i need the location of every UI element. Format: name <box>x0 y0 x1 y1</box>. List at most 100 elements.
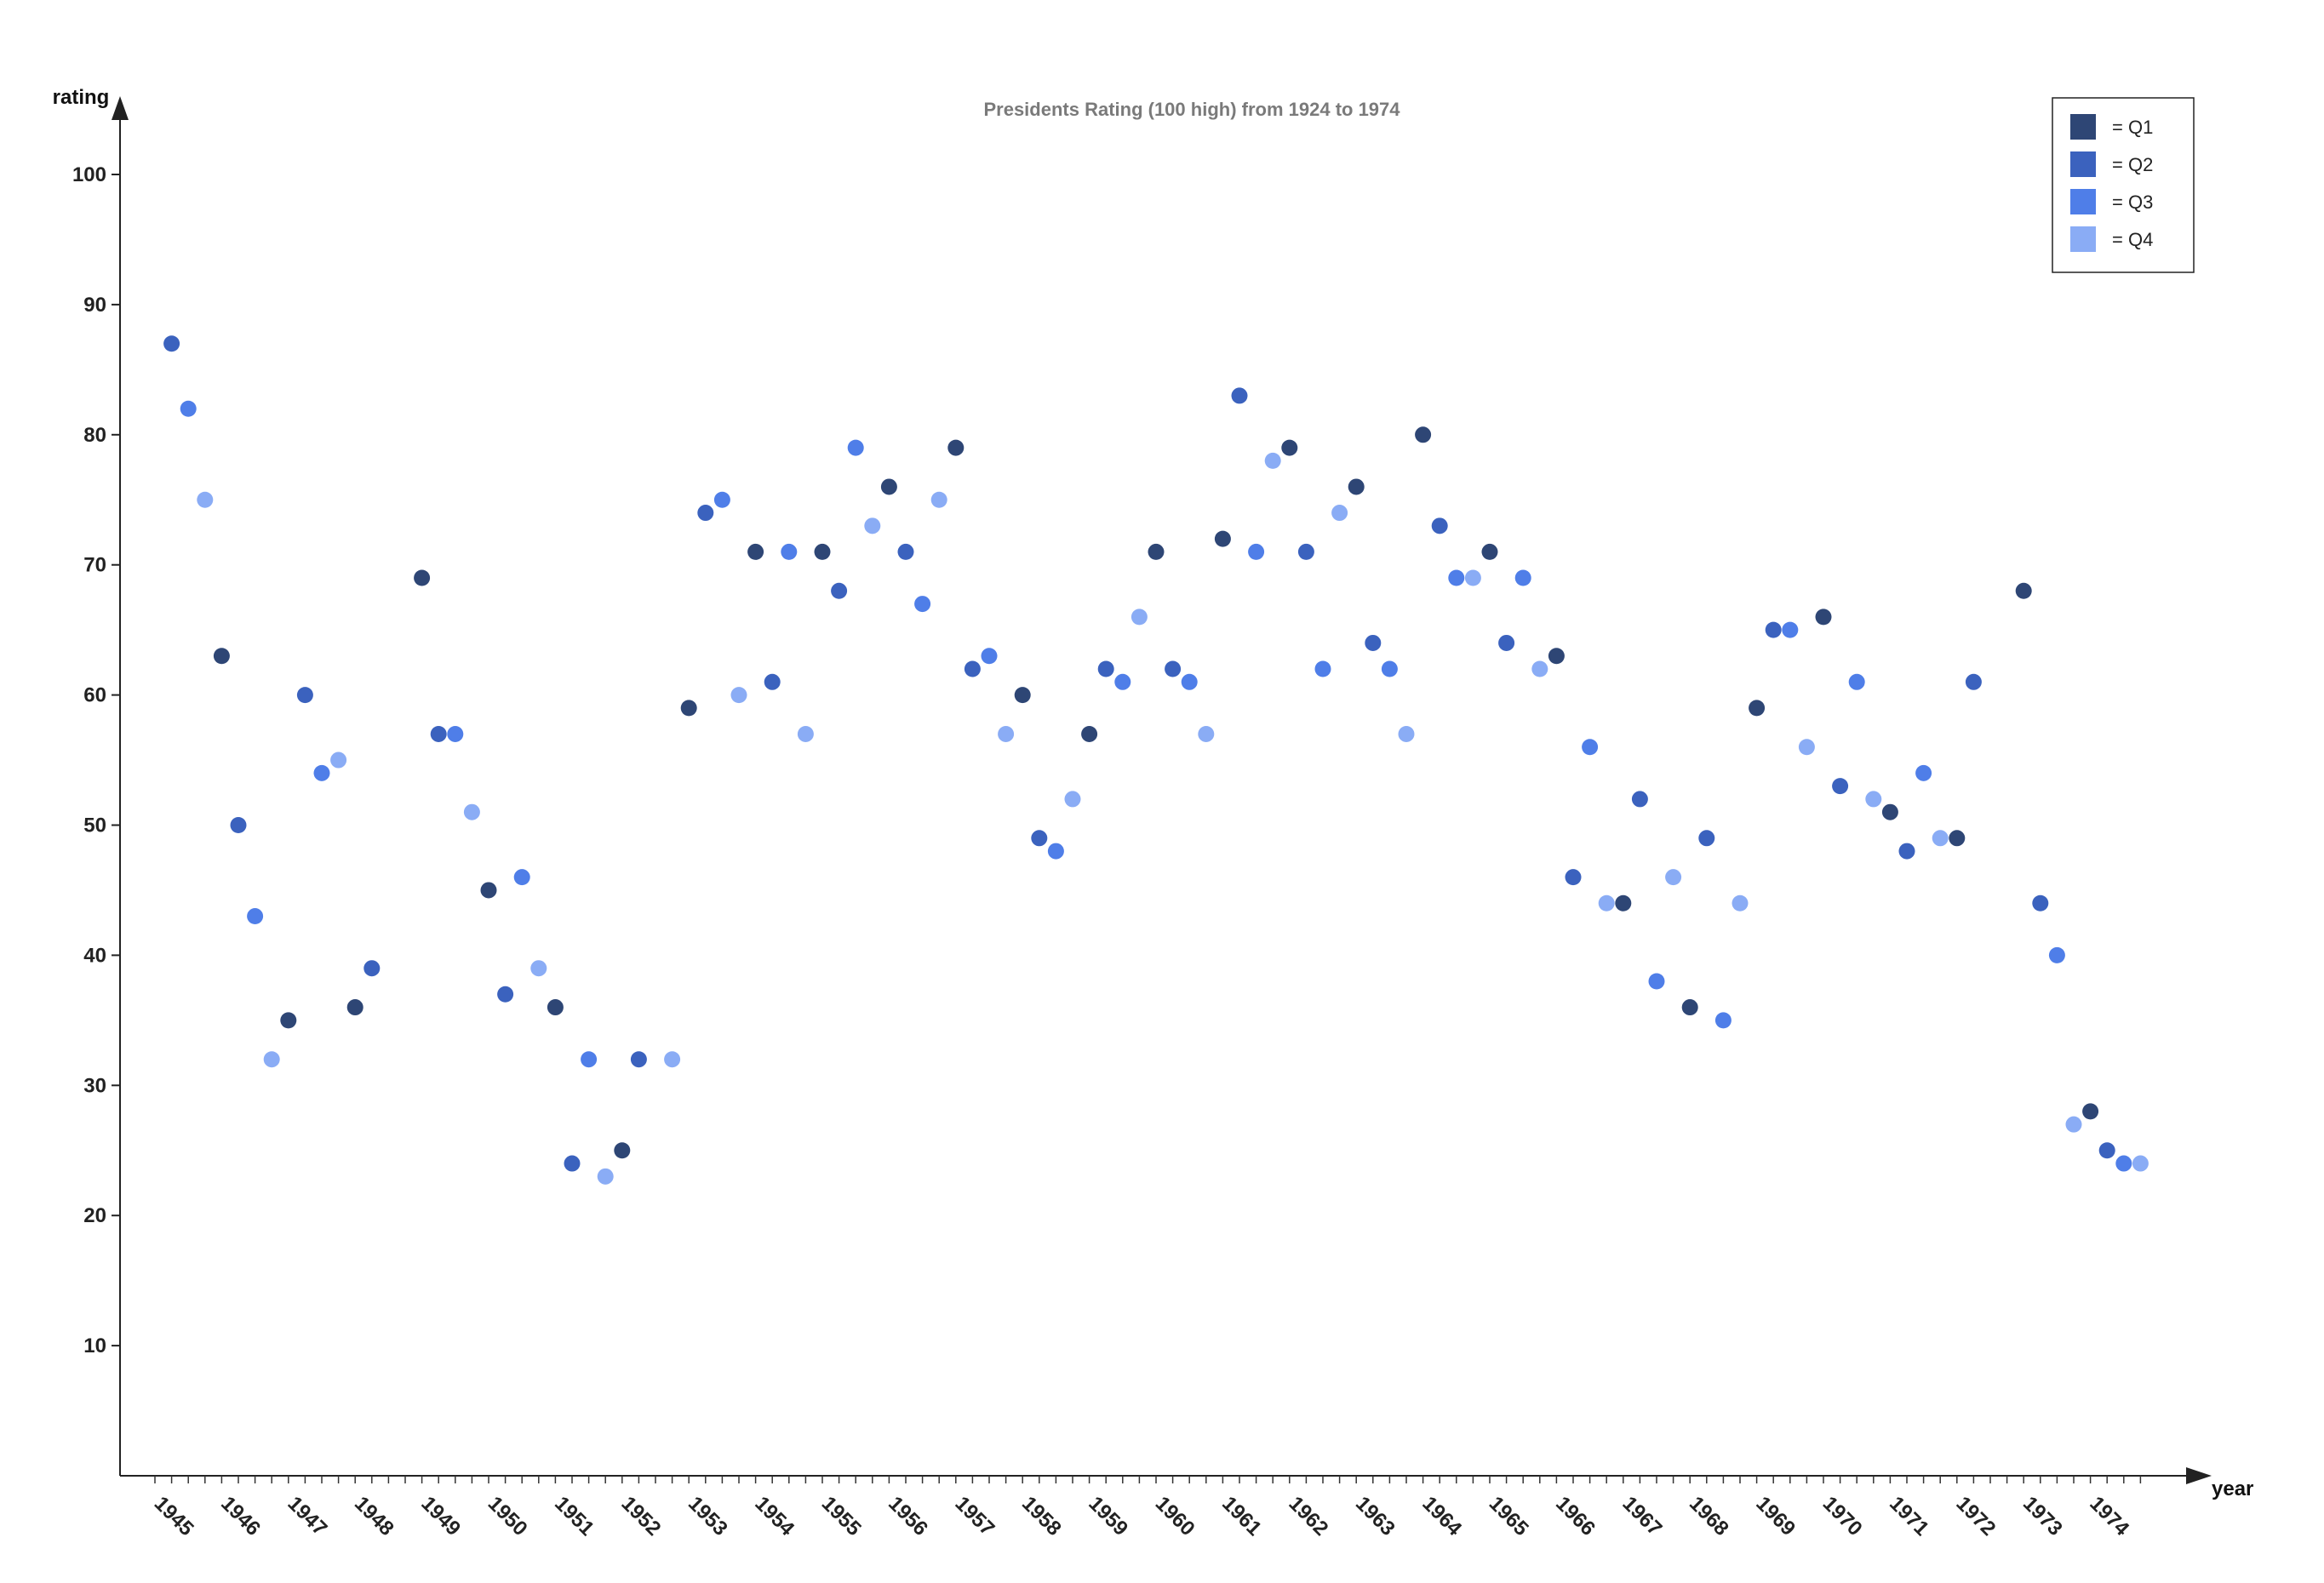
x-tick-label: 1973 <box>2018 1492 2067 1540</box>
data-point <box>564 1155 581 1172</box>
data-point <box>1898 843 1915 860</box>
y-tick-label: 90 <box>83 294 106 317</box>
data-point <box>2015 582 2032 599</box>
data-point <box>513 869 530 886</box>
x-tick-label: 1952 <box>617 1492 666 1540</box>
data-point <box>230 817 247 833</box>
data-point <box>1381 660 1398 677</box>
x-tick-label: 1958 <box>1017 1492 1066 1540</box>
data-point <box>1165 660 1182 677</box>
data-point <box>981 648 998 665</box>
data-point <box>447 725 464 742</box>
x-tick-label: 1945 <box>150 1492 198 1540</box>
data-point <box>1297 543 1314 560</box>
legend-swatch <box>2070 226 2096 252</box>
data-point <box>880 478 897 495</box>
data-point <box>414 569 431 586</box>
data-point <box>1631 791 1648 808</box>
chart-title: Presidents Rating (100 high) from 1924 t… <box>983 99 1400 120</box>
x-tick-label: 1955 <box>817 1492 866 1540</box>
x-tick-label: 1974 <box>2085 1492 2133 1540</box>
data-point <box>998 725 1015 742</box>
data-point <box>1464 569 1481 586</box>
x-tick-label: 1964 <box>1417 1492 1466 1540</box>
data-point <box>1498 634 1515 651</box>
data-point <box>1431 517 1448 534</box>
data-point <box>263 1051 280 1068</box>
data-point <box>1214 530 1231 547</box>
data-point <box>1531 660 1548 677</box>
legend-swatch <box>2070 189 2096 214</box>
x-tick-label: 1950 <box>484 1492 532 1540</box>
data-point <box>1415 426 1432 443</box>
data-point <box>1714 1012 1732 1029</box>
data-point <box>697 505 714 522</box>
x-tick-label: 1951 <box>550 1492 598 1540</box>
x-tick-label: 1954 <box>750 1492 799 1540</box>
data-point <box>597 1168 614 1185</box>
data-point <box>2098 1142 2115 1159</box>
data-point <box>1148 543 1165 560</box>
data-point <box>847 439 864 456</box>
data-point <box>2032 894 2049 912</box>
data-point <box>247 908 264 925</box>
data-point <box>547 999 564 1016</box>
data-point <box>1865 791 1882 808</box>
data-point <box>363 960 381 977</box>
data-point <box>1932 830 1949 847</box>
y-tick-label: 60 <box>83 684 106 707</box>
data-point <box>313 764 330 781</box>
data-point <box>1314 660 1331 677</box>
data-point <box>330 751 347 769</box>
data-point <box>1749 700 1766 717</box>
data-point <box>430 725 447 742</box>
data-point <box>2048 946 2065 963</box>
data-point <box>1448 569 1465 586</box>
data-point <box>1365 634 1382 651</box>
data-point <box>1231 387 1248 404</box>
data-point <box>713 491 730 508</box>
data-point <box>1565 869 1582 886</box>
y-tick-label: 80 <box>83 424 106 447</box>
data-point <box>1097 660 1114 677</box>
data-point <box>730 687 747 704</box>
x-tick-label: 1947 <box>283 1492 332 1540</box>
x-tick-label: 1966 <box>1551 1492 1600 1540</box>
data-point <box>1881 803 1898 820</box>
data-point <box>764 673 781 690</box>
data-point <box>747 543 764 560</box>
x-tick-label: 1972 <box>1952 1492 2001 1540</box>
legend-label: = Q2 <box>2112 154 2153 175</box>
x-axis-title: year <box>2212 1477 2253 1500</box>
data-point <box>197 491 214 508</box>
data-point <box>930 491 947 508</box>
x-tick-label: 1968 <box>1685 1492 1733 1540</box>
data-point <box>964 660 981 677</box>
y-tick-label: 10 <box>83 1334 106 1357</box>
data-point <box>1398 725 1415 742</box>
data-point <box>1198 725 1215 742</box>
legend-swatch <box>2070 151 2096 177</box>
y-tick-label: 30 <box>83 1074 106 1097</box>
data-point <box>897 543 914 560</box>
y-tick-label: 50 <box>83 814 106 837</box>
data-point <box>1514 569 1531 586</box>
data-point <box>2082 1103 2099 1120</box>
data-point <box>480 882 497 899</box>
data-point <box>914 596 931 613</box>
data-point <box>1798 739 1815 756</box>
data-point <box>1548 648 1565 665</box>
x-tick-label: 1962 <box>1285 1492 1333 1540</box>
data-point <box>1281 439 1298 456</box>
data-point <box>680 700 697 717</box>
x-tick-label: 1959 <box>1084 1492 1132 1540</box>
data-point <box>463 803 480 820</box>
data-point <box>1782 621 1799 638</box>
data-point <box>581 1051 598 1068</box>
x-tick-label: 1960 <box>1151 1492 1199 1540</box>
data-point <box>1648 973 1665 990</box>
data-point <box>814 543 831 560</box>
data-point <box>1331 505 1348 522</box>
